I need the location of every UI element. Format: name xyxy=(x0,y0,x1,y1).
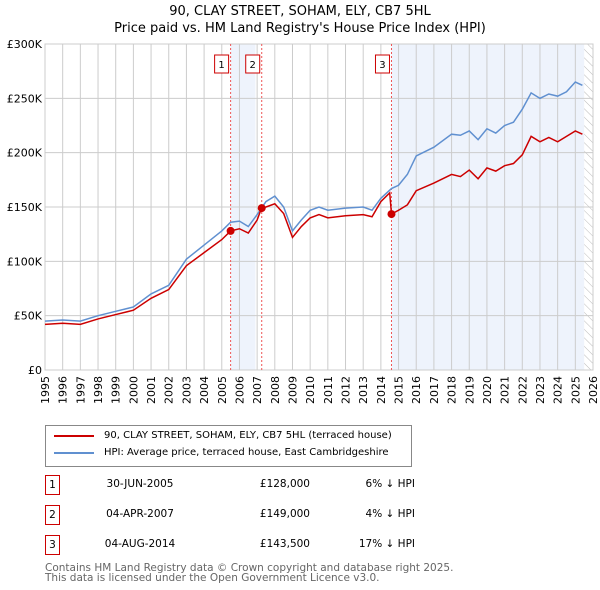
sale-row: 1 30-JUN-2005 £128,000 6% ↓ HPI xyxy=(45,475,445,495)
sale-point xyxy=(257,204,266,213)
legend-swatch-hpi xyxy=(54,451,94,454)
sale-marker-number: 2 xyxy=(250,60,256,71)
footer-line-1: Contains HM Land Registry data © Crown c… xyxy=(45,562,454,574)
sale-marker-number: 3 xyxy=(379,60,385,71)
x-tick-label: 2007 xyxy=(251,376,264,404)
x-tick-label: 2013 xyxy=(357,376,370,404)
sale-number: 2 xyxy=(45,505,60,525)
x-tick-label: 2018 xyxy=(446,376,459,404)
x-tick-label: 1997 xyxy=(74,376,87,404)
y-tick-label: £250K xyxy=(7,92,43,105)
plot-border xyxy=(44,43,594,371)
sale-hpi-diff: 6% ↓ HPI xyxy=(365,478,415,490)
y-tick-label: £50K xyxy=(14,310,43,323)
x-tick-label: 2011 xyxy=(322,376,335,404)
sale-number: 1 xyxy=(45,475,60,495)
x-tick-label: 1996 xyxy=(57,376,70,404)
x-tick-label: 2003 xyxy=(180,376,193,404)
x-tick-label: 2001 xyxy=(145,376,158,404)
x-tick-label: 2002 xyxy=(163,376,176,404)
sale-marker-box xyxy=(374,54,390,74)
x-tick-label: 2016 xyxy=(410,376,423,404)
x-tick-label: 2009 xyxy=(286,376,299,404)
x-tick-label: 2014 xyxy=(375,376,388,404)
y-tick-label: £200K xyxy=(7,147,43,160)
x-tick-label: 2023 xyxy=(534,376,547,404)
sale-row: 3 04-AUG-2014 £143,500 17% ↓ HPI xyxy=(45,535,445,555)
legend-swatch-property xyxy=(54,434,94,437)
x-tick-label: 2019 xyxy=(463,376,476,404)
sale-price: £128,000 xyxy=(259,478,310,490)
x-tick-label: 1999 xyxy=(110,376,123,404)
sale-date: 04-APR-2007 xyxy=(106,508,174,520)
y-tick-label: £0 xyxy=(28,364,42,377)
legend-label-hpi: HPI: Average price, terraced house, East… xyxy=(104,447,389,458)
x-tick-label: 2020 xyxy=(481,376,494,404)
y-tick-label: £100K xyxy=(7,255,43,268)
x-tick-label: 2012 xyxy=(340,376,353,404)
chart-subtitle: Price paid vs. HM Land Registry's House … xyxy=(114,21,486,36)
x-tick-label: 2006 xyxy=(233,376,246,404)
legend-label-property: 90, CLAY STREET, SOHAM, ELY, CB7 5HL (te… xyxy=(104,430,392,441)
chart-title: 90, CLAY STREET, SOHAM, ELY, CB7 5HL xyxy=(169,4,431,19)
x-tick-label: 1998 xyxy=(92,376,105,404)
x-tick-label: 2004 xyxy=(198,376,211,404)
sale-point xyxy=(387,210,396,219)
x-tick-label: 2015 xyxy=(393,376,406,404)
x-tick-label: 2005 xyxy=(216,376,229,404)
footer-line-2: This data is licensed under the Open Gov… xyxy=(45,572,380,584)
x-tick-label: 2024 xyxy=(552,376,565,404)
sale-row: 2 04-APR-2007 £149,000 4% ↓ HPI xyxy=(45,505,445,525)
sale-date: 30-JUN-2005 xyxy=(106,478,174,490)
x-tick-label: 2000 xyxy=(127,376,140,404)
plot-area: 1995 1996 1997 1998 1999 2000 2001 2002 2003 2004… xyxy=(7,38,600,404)
legend: 90, CLAY STREET, SOHAM, ELY, CB7 5HL (te… xyxy=(45,425,412,467)
sale-hpi-diff: 4% ↓ HPI xyxy=(365,508,415,520)
y-tick-label: £300K xyxy=(7,38,43,51)
sale-marker-box xyxy=(245,54,261,74)
sale-date: 04-AUG-2014 xyxy=(104,538,176,550)
sale-marker-number: 1 xyxy=(218,60,224,71)
x-tick-label: 2022 xyxy=(516,376,529,404)
x-tick-label: 2026 xyxy=(587,376,600,404)
sale-price: £149,000 xyxy=(259,508,310,520)
sale-number: 3 xyxy=(45,535,60,555)
y-tick-label: £150K xyxy=(7,201,43,214)
sale-price: £143,500 xyxy=(259,538,310,550)
hpi-line xyxy=(44,81,583,322)
property-line xyxy=(44,130,583,326)
x-tick-label: 2021 xyxy=(499,376,512,404)
sale-marker-box xyxy=(214,54,230,74)
x-tick-label: 2017 xyxy=(428,376,441,404)
sale-point xyxy=(226,226,235,235)
x-tick-label: 1995 xyxy=(39,376,52,404)
x-tick-label: 2010 xyxy=(304,376,317,404)
x-tick-label: 2025 xyxy=(569,376,582,404)
x-tick-label: 2008 xyxy=(269,376,282,404)
sale-hpi-diff: 17% ↓ HPI xyxy=(358,538,415,550)
